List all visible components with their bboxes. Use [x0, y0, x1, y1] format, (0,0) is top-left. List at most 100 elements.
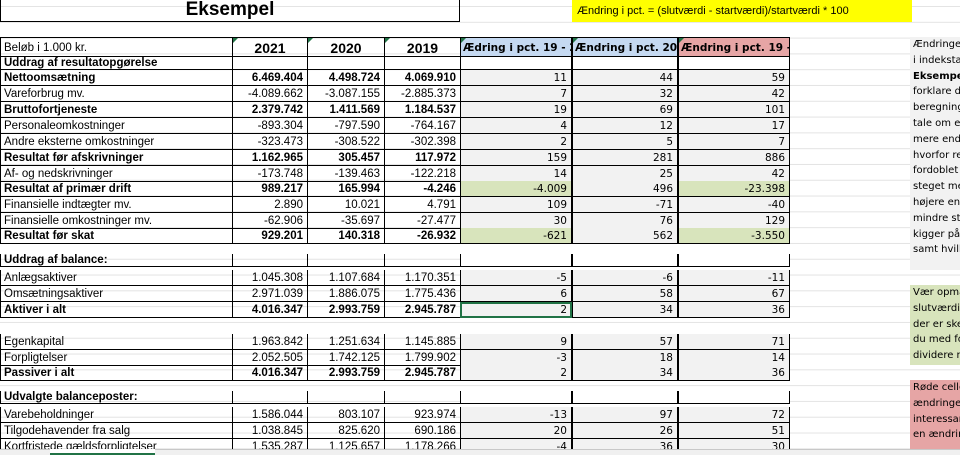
- row-label[interactable]: Af- og nedskrivninger: [0, 166, 232, 182]
- value-cell[interactable]: 2.945.787: [384, 365, 460, 381]
- row-label[interactable]: Tilgodehavender fra salg: [0, 423, 232, 439]
- pct-change-cell[interactable]: -5: [460, 270, 572, 286]
- value-cell[interactable]: -122.218: [384, 166, 460, 182]
- value-cell[interactable]: 2.890: [232, 197, 307, 213]
- value-cell[interactable]: 4.791: [384, 197, 460, 213]
- value-cell[interactable]: 1.038.845: [232, 423, 307, 439]
- value-cell[interactable]: 923.974: [384, 407, 460, 423]
- value-cell[interactable]: -764.167: [384, 118, 460, 134]
- row-label[interactable]: Egenkapital: [0, 334, 232, 350]
- row-label[interactable]: Anlægsaktiver: [0, 270, 232, 286]
- row-label[interactable]: Andre eksterne omkostninger: [0, 134, 232, 150]
- value-cell[interactable]: 2.993.759: [307, 365, 384, 381]
- pct-change-cell[interactable]: [460, 254, 572, 267]
- change-header-19-21[interactable]: Ændring i pct. 19 - 21: [678, 37, 790, 57]
- pct-change-cell[interactable]: 2: [460, 134, 572, 150]
- pct-change-cell[interactable]: 32: [572, 86, 678, 102]
- value-cell[interactable]: 1.251.634: [307, 334, 384, 350]
- value-cell[interactable]: [307, 391, 384, 404]
- pct-change-cell[interactable]: 9: [460, 334, 572, 350]
- note-green[interactable]: Vær opma slutværdie der er ske du med fo div…: [910, 285, 960, 365]
- pct-change-cell[interactable]: [572, 57, 678, 70]
- pct-change-cell[interactable]: 36: [678, 365, 790, 381]
- formula-note[interactable]: Ændring i pct. = (slutværdi - startværdi…: [572, 0, 912, 22]
- pct-change-cell[interactable]: 44: [572, 70, 678, 86]
- value-cell[interactable]: [384, 57, 460, 70]
- pct-change-cell[interactable]: 34: [572, 365, 678, 381]
- value-cell[interactable]: 2.971.039: [232, 286, 307, 302]
- pct-change-cell[interactable]: 159: [460, 150, 572, 166]
- pct-change-cell[interactable]: 42: [678, 86, 790, 102]
- pct-change-cell[interactable]: -6: [572, 270, 678, 286]
- row-label[interactable]: Finansielle indtægter mv.: [0, 197, 232, 213]
- pct-change-cell[interactable]: 11: [460, 70, 572, 86]
- row-label[interactable]: Bruttofortjeneste: [0, 102, 232, 118]
- pct-change-cell[interactable]: -23.398: [678, 181, 790, 197]
- pct-change-cell[interactable]: 129: [678, 213, 790, 229]
- row-label[interactable]: Personaleomkostninger: [0, 118, 232, 134]
- pct-change-cell[interactable]: 17: [678, 118, 790, 134]
- pct-change-cell[interactable]: 14: [678, 350, 790, 366]
- value-cell[interactable]: 4.069.910: [384, 70, 460, 86]
- row-label[interactable]: Aktiver i alt: [0, 302, 232, 318]
- pct-change-cell[interactable]: -13: [460, 407, 572, 423]
- unit-label[interactable]: Beløb i 1.000 kr.: [0, 37, 232, 57]
- value-cell[interactable]: -893.304: [232, 118, 307, 134]
- value-cell[interactable]: 1.145.885: [384, 334, 460, 350]
- value-cell[interactable]: 1.799.902: [384, 350, 460, 366]
- pct-change-cell[interactable]: 12: [572, 118, 678, 134]
- value-cell[interactable]: -323.473: [232, 134, 307, 150]
- pct-change-cell[interactable]: 7: [460, 86, 572, 102]
- value-cell[interactable]: 1.963.842: [232, 334, 307, 350]
- value-cell[interactable]: 2.993.759: [307, 302, 384, 318]
- value-cell[interactable]: -302.398: [384, 134, 460, 150]
- pct-change-cell[interactable]: -40: [678, 197, 790, 213]
- value-cell[interactable]: [307, 57, 384, 70]
- pct-change-cell[interactable]: 34: [572, 302, 678, 318]
- value-cell[interactable]: -139.463: [307, 166, 384, 182]
- value-cell[interactable]: 1.411.569: [307, 102, 384, 118]
- value-cell[interactable]: -35.697: [307, 213, 384, 229]
- pct-change-cell[interactable]: 69: [572, 102, 678, 118]
- value-cell[interactable]: 690.186: [384, 423, 460, 439]
- value-cell[interactable]: -797.590: [307, 118, 384, 134]
- value-cell[interactable]: 2.945.787: [384, 302, 460, 318]
- row-label[interactable]: Nettoomsætning: [0, 70, 232, 86]
- row-label[interactable]: Resultat før afskrivninger: [0, 150, 232, 166]
- row-label[interactable]: Omsætningsaktiver: [0, 286, 232, 302]
- value-cell[interactable]: 305.457: [307, 150, 384, 166]
- row-label[interactable]: Resultat af primær drift: [0, 181, 232, 197]
- value-cell[interactable]: 989.217: [232, 181, 307, 197]
- value-cell[interactable]: -27.477: [384, 213, 460, 229]
- value-cell[interactable]: -4.246: [384, 181, 460, 197]
- row-label[interactable]: Passiver i alt: [0, 365, 232, 381]
- value-cell[interactable]: 6.469.404: [232, 70, 307, 86]
- pct-change-cell[interactable]: -71: [572, 197, 678, 213]
- value-cell[interactable]: [232, 391, 307, 404]
- pct-change-cell[interactable]: [678, 391, 790, 404]
- pct-change-cell[interactable]: [572, 391, 678, 404]
- value-cell[interactable]: 4.498.724: [307, 70, 384, 86]
- pct-change-cell[interactable]: 562: [572, 228, 678, 244]
- pct-change-cell[interactable]: [460, 57, 572, 70]
- pct-change-cell[interactable]: 281: [572, 150, 678, 166]
- pct-change-cell[interactable]: 57: [572, 334, 678, 350]
- value-cell[interactable]: 1.045.308: [232, 270, 307, 286]
- value-cell[interactable]: -4.089.662: [232, 86, 307, 102]
- row-label[interactable]: Vareforbrug mv.: [0, 86, 232, 102]
- value-cell[interactable]: -308.522: [307, 134, 384, 150]
- pct-change-cell[interactable]: 4: [460, 118, 572, 134]
- value-cell[interactable]: 2.379.742: [232, 102, 307, 118]
- value-cell[interactable]: 1.586.044: [232, 407, 307, 423]
- pct-change-cell[interactable]: 71: [678, 334, 790, 350]
- value-cell[interactable]: -3.087.155: [307, 86, 384, 102]
- change-header-19-20[interactable]: Ædring i pct. 19 - 20: [460, 37, 572, 57]
- pct-change-cell[interactable]: 2: [460, 302, 572, 318]
- value-cell[interactable]: -173.748: [232, 166, 307, 182]
- pct-change-cell[interactable]: 18: [572, 350, 678, 366]
- pct-change-cell[interactable]: -4.009: [460, 181, 572, 197]
- value-cell[interactable]: 1.170.351: [384, 270, 460, 286]
- pct-change-cell[interactable]: 36: [678, 302, 790, 318]
- value-cell[interactable]: 4.016.347: [232, 302, 307, 318]
- year-header[interactable]: 2021: [232, 37, 307, 57]
